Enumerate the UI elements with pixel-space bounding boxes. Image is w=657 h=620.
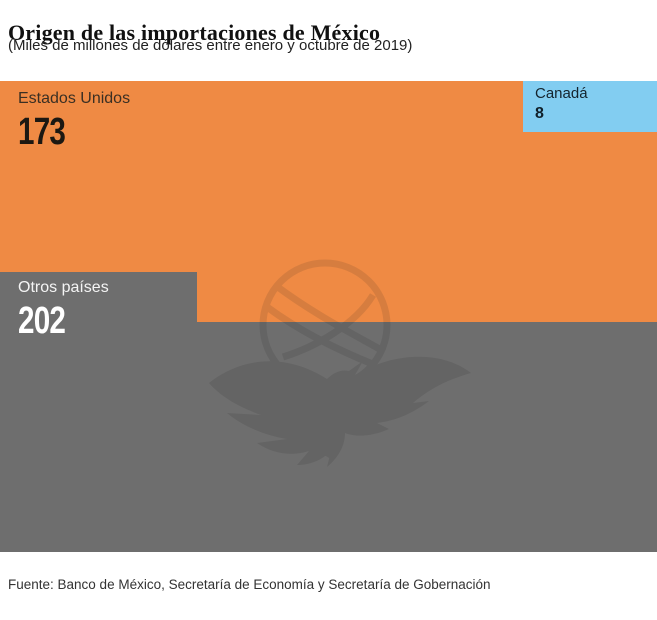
label-group-otros-paises: Otros países 202	[18, 278, 109, 340]
label-group-canada: Canadá 8	[535, 84, 588, 123]
page-title: Origen de las importaciones de México	[8, 19, 381, 45]
label-group-estados-unidos: Estados Unidos 173	[18, 89, 130, 151]
block-otros-paises-upper	[0, 272, 197, 552]
chart-subtitle: (Miles de millones de dólares entre ener…	[8, 37, 413, 54]
source-attribution: Fuente: Banco de México, Secretaría de E…	[8, 577, 491, 592]
estados-unidos-label: Estados Unidos	[18, 90, 131, 107]
treemap-chart: Estados Unidos 173 Canadá 8 Otros países…	[0, 81, 657, 552]
otros-paises-label: Otros países	[18, 279, 109, 296]
block-otros-paises-lower	[197, 322, 657, 552]
block-canada	[523, 81, 657, 132]
canada-value: 8	[535, 105, 544, 122]
estados-unidos-value: 173	[18, 111, 66, 153]
otros-paises-value: 202	[18, 300, 66, 342]
canada-label: Canadá	[535, 85, 588, 102]
